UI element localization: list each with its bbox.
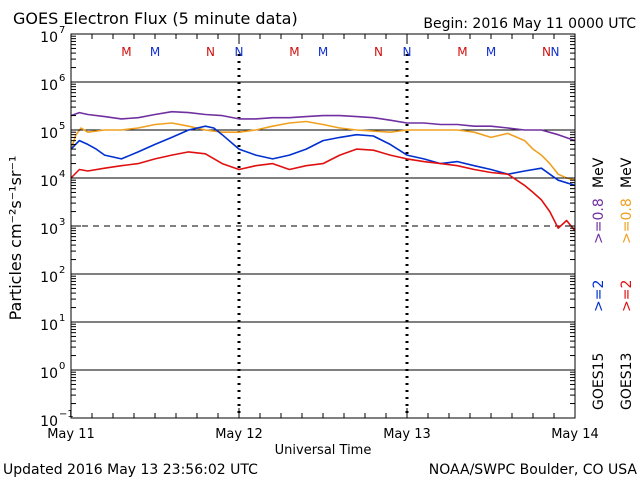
plot-frame — [70, 33, 576, 419]
series-line — [70, 120, 576, 181]
updated-timestamp: Updated 2016 May 13 23:56:02 UTC — [3, 462, 258, 478]
credit-text: NOAA/SWPC Boulder, CO USA — [429, 462, 638, 478]
legend-item: >=2 — [591, 280, 607, 312]
legend: GOES15 >=2 >=0.8 MeV GOES13 >=2 >=0.8 MeV — [591, 157, 635, 410]
marker-label: M — [457, 45, 467, 59]
legend-unit: MeV — [591, 157, 607, 188]
y-tick-label: 10 — [40, 414, 58, 430]
legend-group: GOES15 >=2 >=0.8 MeV — [591, 157, 607, 410]
legend-item: >=0.8 — [619, 198, 635, 244]
x-tick-label: May 11 — [47, 427, 95, 442]
y-tick-exponent: 0 — [59, 361, 65, 372]
y-tick-exponent: 3 — [59, 217, 65, 228]
y-tick-label: 10 — [40, 174, 58, 190]
marker-label: N — [374, 45, 383, 59]
legend-satellite: GOES13 — [619, 353, 635, 410]
marker-label: N — [542, 45, 551, 59]
series-lines — [70, 110, 576, 232]
y-axis-label: Particles cm⁻²s⁻¹sr⁻¹ — [6, 156, 25, 321]
series-line — [70, 125, 576, 187]
marker-label: N — [551, 45, 560, 59]
y-tick-exponent: 2 — [59, 265, 65, 276]
y-tick-label: 10 — [40, 366, 58, 382]
x-tick-label: May 14 — [551, 427, 599, 442]
begin-date: Begin: 2016 May 11 0000 UTC — [423, 16, 636, 32]
series-line — [70, 148, 576, 232]
x-tick-label: May 13 — [383, 427, 431, 442]
marker-label: N — [206, 45, 215, 59]
y-tick-exponent: 4 — [59, 169, 65, 180]
marker-label: N — [403, 45, 412, 59]
x-axis-ticks: May 11 May 12 May 13 May 14 — [47, 34, 599, 442]
legend-item: >=2 — [619, 280, 635, 312]
y-tick-label: 10 — [40, 318, 58, 334]
y-tick-label: 10 — [40, 270, 58, 286]
y-tick-label: 10 — [40, 30, 58, 46]
series-line — [70, 110, 576, 142]
grid-lines — [71, 54, 575, 418]
y-tick-exponent: 5 — [59, 121, 65, 132]
legend-unit: MeV — [619, 157, 635, 188]
y-tick-exponent: 7 — [59, 25, 65, 36]
marker-label: M — [486, 45, 496, 59]
y-tick-label: 10 — [40, 222, 58, 238]
y-tick-label: 10 — [40, 126, 58, 142]
legend-group: GOES13 >=2 >=0.8 MeV — [619, 157, 635, 410]
marker-label: M — [121, 45, 131, 59]
chart-title: GOES Electron Flux (5 minute data) — [13, 9, 298, 28]
legend-satellite: GOES15 — [591, 353, 607, 410]
legend-item: >=0.8 — [591, 198, 607, 244]
x-axis-label: Universal Time — [275, 443, 372, 458]
marker-label: M — [289, 45, 299, 59]
y-tick-exponent: 6 — [59, 73, 65, 84]
marker-label: N — [235, 45, 244, 59]
y-tick-label: 10 — [40, 78, 58, 94]
marker-label: M — [318, 45, 328, 59]
x-tick-label: May 12 — [215, 427, 263, 442]
marker-label: M — [150, 45, 160, 59]
y-tick-exponent: 1 — [59, 313, 65, 324]
y-tick-exponent: −1 — [59, 409, 74, 420]
